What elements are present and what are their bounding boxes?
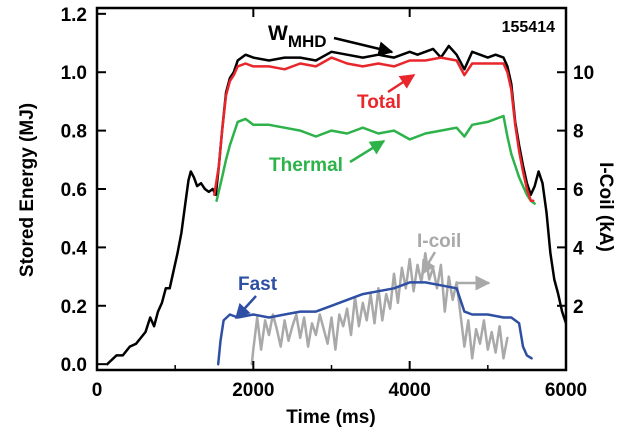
wmhd-label: WMHD <box>268 22 327 51</box>
fast-arrow <box>234 295 257 320</box>
fast-annotation: Fast <box>234 274 278 320</box>
icoil-annotation: I-coil <box>417 231 491 291</box>
y-right-tick-label: 2 <box>573 297 584 318</box>
y-right-tick-label: 10 <box>573 63 594 84</box>
thermal-annotation: Thermal <box>269 139 386 176</box>
x-axis-title: Time (ms) <box>286 407 375 428</box>
icoil-arrow-up <box>420 251 437 276</box>
x-tick-label: 0 <box>92 380 103 401</box>
x-tick-label: 6000 <box>545 380 587 401</box>
series-line-i-coil <box>250 251 509 366</box>
x-tick-label: 2000 <box>232 380 274 401</box>
y-left-tick-label: 1.2 <box>61 5 87 26</box>
y-right-tick-label: 8 <box>573 122 584 143</box>
y-axis-left-title: Stored Energy (MJ) <box>17 103 38 277</box>
thermal-label: Thermal <box>269 155 343 176</box>
y-left-tick-label: 0.0 <box>61 355 87 376</box>
y-left-tick-label: 1.0 <box>61 63 87 84</box>
y-right-tick-label: 4 <box>573 238 584 259</box>
icoil-label: I-coil <box>417 231 461 252</box>
x-tick-label: 4000 <box>389 380 431 401</box>
ticks-layer: 0 2000 4000 6000 0.0 0.2 0.4 0.6 0.8 1.0 1.2 2 4 6 8 10 <box>61 5 595 401</box>
total-label: Total <box>357 92 401 113</box>
fast-label: Fast <box>238 274 278 295</box>
series-layer <box>105 44 566 366</box>
wmhd-arrow <box>333 36 394 57</box>
y-axis-right-title: I-Coil (kA) <box>595 162 616 252</box>
series-line-total <box>213 56 535 202</box>
series-line-thermal <box>215 114 536 205</box>
y-left-tick-label: 0.4 <box>61 238 88 259</box>
y-left-tick-label: 0.6 <box>61 180 87 201</box>
wmhd-annotation: WMHD <box>268 22 394 57</box>
shot-number: 155414 <box>502 19 555 36</box>
thermal-arrow <box>349 139 386 164</box>
total-arrow <box>387 73 416 94</box>
y-left-tick-label: 0.8 <box>61 122 87 143</box>
total-annotation: Total <box>357 73 416 113</box>
y-right-tick-label: 6 <box>573 180 584 201</box>
y-left-tick-label: 0.2 <box>61 297 87 318</box>
